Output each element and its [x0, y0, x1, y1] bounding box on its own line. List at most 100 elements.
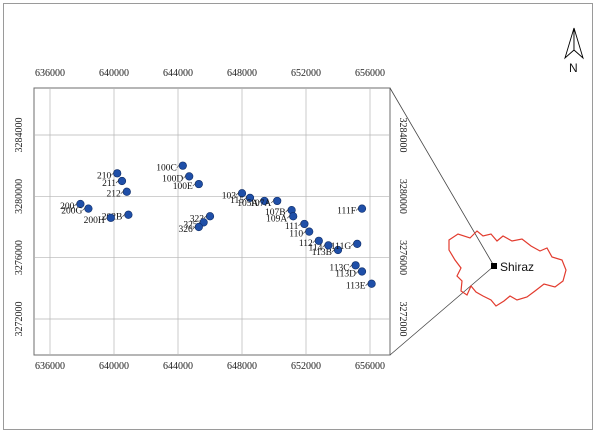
- x-tick-label-top: 636000: [35, 68, 65, 79]
- sample-point-leader: [115, 179, 120, 184]
- sample-point-leader: [286, 215, 291, 219]
- x-tick-label-top: 648000: [227, 68, 257, 79]
- sample-point-leader: [312, 239, 317, 244]
- sample-point-leader: [355, 207, 360, 211]
- sample-point-leader: [350, 242, 355, 247]
- sample-point-leader: [192, 225, 197, 230]
- x-tick-label-bottom: 656000: [355, 361, 385, 372]
- north-label: N: [569, 61, 578, 75]
- sample-point-marker: [300, 219, 309, 229]
- sample-point-leader: [110, 172, 115, 176]
- sample-point-label: 100E: [173, 182, 193, 192]
- x-tick-label-bottom: 648000: [227, 361, 257, 372]
- sample-point-marker: [113, 169, 122, 178]
- sample-point-label: 105A: [237, 199, 258, 209]
- y-tick-label-left: 3284000: [14, 118, 25, 153]
- province-boundary: [448, 230, 567, 307]
- sample-point-marker: [194, 179, 203, 189]
- sample-point-label: 200: [60, 202, 75, 212]
- sample-point-leader: [235, 192, 240, 196]
- sample-point-leader: [302, 230, 307, 234]
- sample-point-leader: [349, 264, 353, 268]
- sample-point-leader: [298, 222, 302, 227]
- x-tick-label-bottom: 640000: [99, 361, 129, 372]
- sample-point-label: 111G: [331, 242, 352, 252]
- sample-point-marker: [205, 212, 215, 221]
- points-layer: 210211212200200G202B200H100C100D100E3233…: [60, 161, 376, 292]
- sample-point-leader: [365, 282, 369, 286]
- x-tick-label-bottom: 636000: [35, 361, 65, 372]
- sample-point-label: 113C: [329, 263, 349, 273]
- shiraz-marker: [491, 263, 497, 269]
- sample-point-marker: [289, 212, 298, 221]
- sample-point-marker: [122, 187, 131, 196]
- sample-point-label: 107B: [265, 208, 286, 218]
- sample-point-marker: [194, 222, 203, 232]
- sample-point-marker: [178, 161, 187, 170]
- sample-point-marker: [185, 172, 194, 181]
- sample-point-marker: [124, 210, 133, 219]
- sample-point-marker: [351, 261, 360, 270]
- sample-point-marker: [84, 204, 93, 213]
- sample-point-leader: [104, 216, 109, 221]
- sample-point-label: 115: [230, 196, 244, 206]
- sample-point-label: 212: [107, 190, 122, 200]
- y-axis-ticks-right: 3272000 3276000 3280000 3284000: [397, 118, 408, 337]
- x-tick-label-top: 656000: [355, 68, 385, 79]
- sample-point-leader: [331, 248, 336, 253]
- sample-point-leader: [285, 208, 289, 213]
- sample-point-label: 103: [222, 191, 237, 201]
- y-tick-label-right: 3272000: [397, 302, 408, 337]
- sample-point-label: 111F: [337, 207, 356, 217]
- x-tick-label-bottom: 652000: [291, 361, 321, 372]
- sample-point-leader: [192, 182, 197, 187]
- sample-point-label: 109A: [266, 214, 287, 224]
- connector-line-top: [389, 87, 495, 267]
- x-axis-ticks-bottom: 636000 640000 644000 648000 652000 656000: [35, 361, 385, 372]
- sample-point-marker: [357, 204, 367, 213]
- north-arrow-icon: [564, 27, 584, 60]
- y-tick-label-left: 3276000: [14, 240, 25, 275]
- x-tick-label-top: 644000: [163, 68, 193, 79]
- sample-point-label: 112: [299, 239, 313, 249]
- sample-point-label: 200H: [84, 216, 105, 226]
- map-panel: [33, 87, 391, 356]
- sample-point-leader: [270, 199, 275, 204]
- y-tick-label-right: 3280000: [397, 179, 408, 214]
- sample-point-label: 100D: [162, 174, 183, 184]
- sample-point-label: 326: [179, 225, 194, 235]
- y-tick-label-left: 3280000: [14, 179, 25, 214]
- sample-point-leader: [74, 202, 78, 207]
- sample-point-marker: [117, 176, 127, 186]
- sample-point-label: 110: [289, 230, 303, 240]
- sample-point-marker: [367, 279, 376, 288]
- sample-point-leader: [122, 213, 126, 217]
- sample-point-leader: [120, 190, 125, 194]
- sample-point-marker: [106, 213, 115, 222]
- x-tick-label-top: 652000: [291, 68, 321, 79]
- sample-point-marker: [353, 239, 362, 248]
- sample-point-label: 325: [183, 220, 198, 230]
- sample-point-leader: [176, 164, 181, 168]
- y-tick-label-right: 3284000: [397, 118, 408, 153]
- y-tick-label-left: 3272000: [14, 302, 25, 337]
- sample-point-label: 113B: [312, 248, 332, 258]
- sample-point-label: 111: [285, 222, 299, 232]
- sample-point-label: 200G: [61, 207, 82, 217]
- map-frame: [3, 3, 593, 430]
- sample-point-marker: [357, 267, 367, 276]
- sample-point-label: 107A: [250, 199, 271, 209]
- sample-point-leader: [182, 175, 187, 179]
- sample-point-marker: [305, 227, 314, 236]
- sample-point-label: 100C: [156, 164, 177, 174]
- sample-point-label: 210: [97, 171, 112, 181]
- sample-point-label: 323: [190, 214, 205, 224]
- sample-point-label: 211: [102, 179, 116, 189]
- connector-line-bottom: [389, 265, 495, 356]
- sample-point-marker: [273, 196, 282, 206]
- sample-point-leader: [82, 207, 86, 211]
- x-tick-label-top: 640000: [99, 68, 129, 79]
- sample-point-leader: [258, 199, 262, 204]
- sample-point-leader: [355, 270, 360, 274]
